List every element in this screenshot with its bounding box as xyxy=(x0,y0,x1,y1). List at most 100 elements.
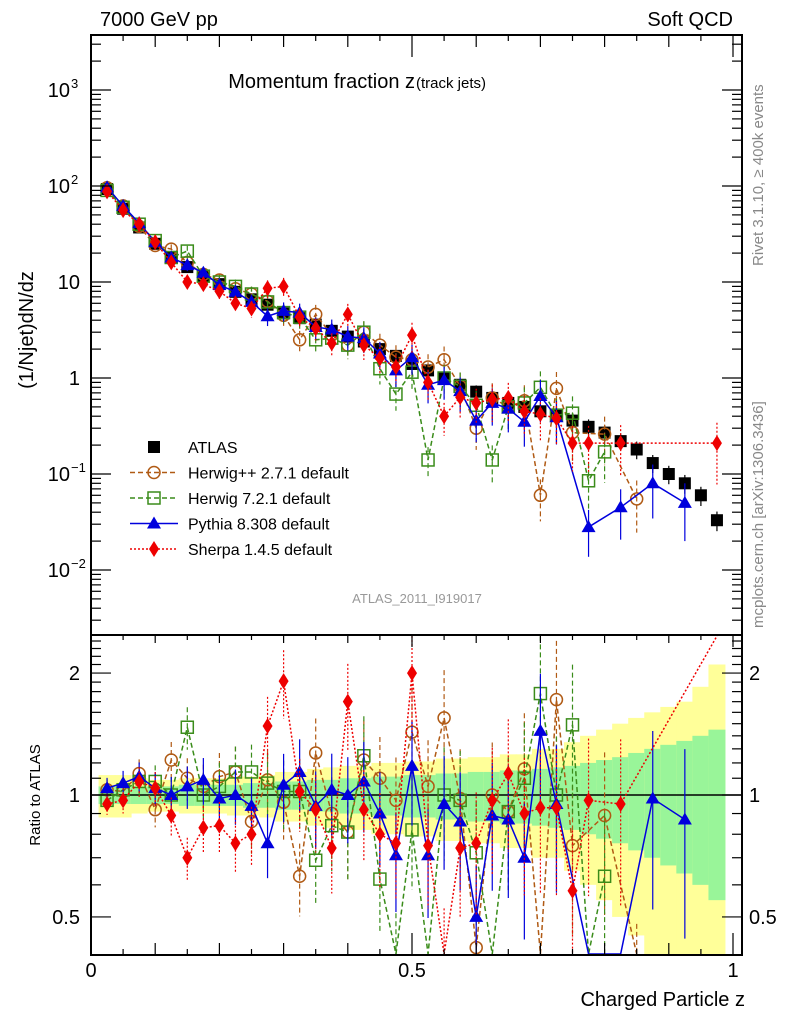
legend-label: Pythia 8.308 default xyxy=(188,517,330,534)
ratio-data-point xyxy=(501,812,516,825)
ratio-data-point xyxy=(102,796,113,813)
data-point xyxy=(549,381,564,396)
xtick-label: 0.5 xyxy=(398,960,426,982)
data-point xyxy=(533,488,548,503)
ratio-series-line xyxy=(106,699,638,955)
band-inner xyxy=(628,752,646,851)
ratio-data-point xyxy=(677,812,692,825)
band-inner xyxy=(692,735,710,885)
ratio-data-point xyxy=(421,848,436,861)
header-left: 7000 GeV pp xyxy=(100,9,218,31)
ratio-data-point xyxy=(487,792,498,809)
data-point xyxy=(196,265,211,278)
ratio-data-point xyxy=(405,758,419,771)
ratio-ytick-label: 1 xyxy=(69,785,80,807)
ratio-data-point xyxy=(567,882,578,899)
data-point xyxy=(326,335,337,352)
data-point xyxy=(677,495,692,508)
ratio-data-point xyxy=(471,835,482,852)
data-point xyxy=(166,254,177,271)
legend-entry: Herwig++ 2.7.1 default xyxy=(130,466,350,483)
data-point xyxy=(358,337,369,354)
data-point xyxy=(565,406,580,420)
ratio-data-point xyxy=(615,796,626,813)
ratio-series-sherpa-1-4-5-default xyxy=(102,635,718,955)
data-point xyxy=(710,514,723,527)
ratio-data-point xyxy=(340,788,355,800)
ratio-data-point xyxy=(535,799,546,816)
ratio-data-point xyxy=(469,909,484,922)
ratio-data-point xyxy=(308,746,323,760)
data-point xyxy=(662,468,675,480)
data-point xyxy=(246,300,257,317)
main-ytick-label: 10 xyxy=(48,80,70,102)
legend-entry: ATLAS xyxy=(148,440,238,457)
data-point xyxy=(485,453,499,467)
ratio-data-point xyxy=(196,772,211,785)
ratio-data-point xyxy=(164,753,178,767)
data-point xyxy=(711,435,722,452)
data-point xyxy=(405,350,419,363)
data-point xyxy=(581,520,596,533)
data-point xyxy=(407,327,417,344)
series-line xyxy=(106,187,638,500)
ratio-data-point xyxy=(260,836,275,849)
legend-marker xyxy=(147,465,161,480)
data-point xyxy=(310,320,321,337)
ratio-data-point xyxy=(503,765,514,782)
ratio-data-point xyxy=(308,853,323,868)
data-point xyxy=(645,476,660,489)
data-point xyxy=(519,403,530,420)
ratio-data-point xyxy=(150,780,161,797)
data-point xyxy=(134,216,145,233)
data-point xyxy=(646,457,659,470)
ratio-data-point xyxy=(180,779,195,792)
ratio-data-point xyxy=(551,799,562,816)
ratio-data-point xyxy=(228,788,243,800)
data-point xyxy=(182,274,193,290)
ratio-data-point xyxy=(166,807,177,824)
data-point xyxy=(342,306,353,323)
data-point xyxy=(535,406,546,423)
ratio-data-point xyxy=(374,826,385,843)
data-point xyxy=(262,280,273,297)
data-point xyxy=(581,474,596,488)
ratio-data-point xyxy=(276,777,291,790)
data-point xyxy=(278,278,289,295)
series-herwig-2-7-1-default xyxy=(100,180,644,533)
ratio-data-point xyxy=(212,791,227,804)
legend-entry: Herwig 7.2.1 default xyxy=(130,491,331,508)
ratio-data-point xyxy=(645,791,660,804)
ratio-data-point xyxy=(164,788,179,800)
data-point xyxy=(292,333,307,347)
ratio-data-point xyxy=(342,693,353,710)
band-inner xyxy=(708,729,726,901)
ratio-ytick-label-right: 0.5 xyxy=(749,907,777,929)
ratio-data-point xyxy=(278,673,289,690)
xtick-label: 0 xyxy=(85,960,96,982)
data-point xyxy=(613,500,628,513)
ratio-data-point xyxy=(565,718,580,732)
ratio-data-point xyxy=(421,779,435,794)
main-ytick-label: 1 xyxy=(69,368,80,390)
ratio-data-point xyxy=(244,765,259,779)
legend-label: ATLAS xyxy=(188,440,238,457)
analysis-watermark: ATLAS_2011_I919017 xyxy=(352,591,482,606)
ratio-data-point xyxy=(294,783,305,800)
ratio-series-line xyxy=(106,693,606,955)
data-point xyxy=(469,413,484,426)
main-ytick-label-exponent: 3 xyxy=(71,76,78,91)
legend-label: Sherpa 1.4.5 default xyxy=(188,542,333,559)
ratio-data-point xyxy=(260,776,275,790)
header-right: Soft QCD xyxy=(647,9,733,31)
series-line xyxy=(106,189,606,483)
main-ytick-label-exponent: −2 xyxy=(71,556,86,571)
data-point xyxy=(389,387,403,401)
ratio-data-point xyxy=(182,849,193,866)
data-point xyxy=(551,410,562,427)
data-point xyxy=(374,350,385,367)
ratio-data-point xyxy=(583,792,594,809)
ratio-data-point xyxy=(134,773,145,790)
data-point xyxy=(340,329,355,342)
